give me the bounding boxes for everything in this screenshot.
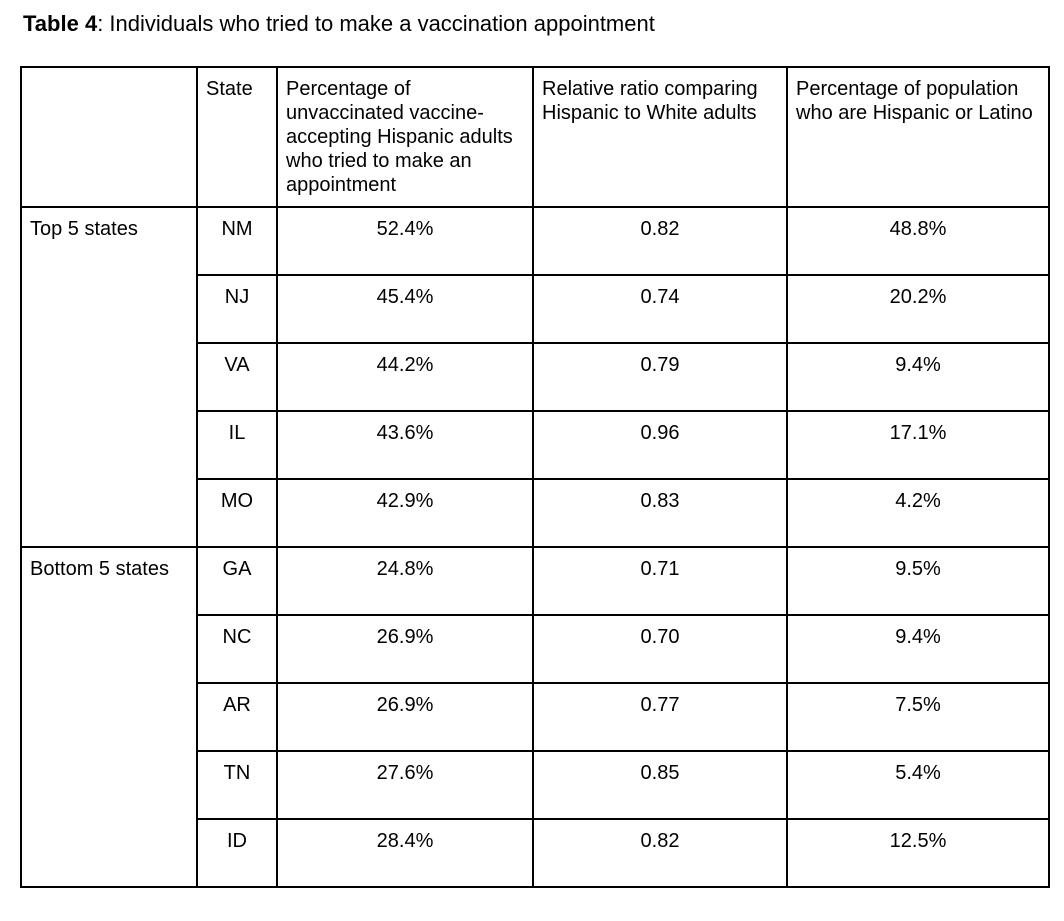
- header-row: State Percentage of unvaccinated vaccine…: [20, 66, 1050, 208]
- table-row: NC 26.9% 0.70 9.4%: [21, 614, 1050, 684]
- table-caption-text: : Individuals who tried to make a vaccin…: [97, 11, 655, 36]
- pct-population-cell: 9.5%: [786, 546, 1050, 616]
- ratio-cell: 0.85: [532, 750, 788, 820]
- ratio-cell: 0.82: [532, 206, 788, 276]
- pct-tried-cell: 44.2%: [276, 342, 534, 412]
- ratio-cell: 0.82: [532, 818, 788, 888]
- pct-population-cell: 20.2%: [786, 274, 1050, 344]
- state-cell: AR: [196, 682, 278, 752]
- state-cell: TN: [196, 750, 278, 820]
- table-row: TN 27.6% 0.85 5.4%: [21, 750, 1050, 820]
- table-row: Top 5 states NM 52.4% 0.82 48.8%: [20, 206, 1050, 548]
- ratio-cell: 0.71: [532, 546, 788, 616]
- group-label-top5: Top 5 states: [20, 206, 198, 548]
- ratio-cell: 0.96: [532, 410, 788, 480]
- state-cell: NC: [196, 614, 278, 684]
- pct-population-cell: 9.4%: [786, 342, 1050, 412]
- pct-tried-cell: 52.4%: [276, 206, 534, 276]
- ratio-cell: 0.74: [532, 274, 788, 344]
- pct-tried-cell: 26.9%: [276, 614, 534, 684]
- table-row: IL 43.6% 0.96 17.1%: [21, 410, 1050, 480]
- table-row: VA 44.2% 0.79 9.4%: [21, 342, 1050, 412]
- header-relative-ratio: Relative ratio comparing Hispanic to Whi…: [532, 66, 788, 208]
- ratio-cell: 0.79: [532, 342, 788, 412]
- state-cell: IL: [196, 410, 278, 480]
- pct-population-cell: 17.1%: [786, 410, 1050, 480]
- table-caption-number: Table 4: [23, 11, 98, 36]
- header-state: State: [196, 66, 278, 208]
- state-cell: VA: [196, 342, 278, 412]
- pct-population-cell: 4.2%: [786, 478, 1050, 548]
- pct-population-cell: 48.8%: [786, 206, 1050, 276]
- ratio-cell: 0.83: [532, 478, 788, 548]
- state-cell: ID: [196, 818, 278, 888]
- state-cell: NJ: [196, 274, 278, 344]
- pct-population-cell: 7.5%: [786, 682, 1050, 752]
- table-row: ID 28.4% 0.82 12.5%: [21, 818, 1050, 888]
- vaccination-appointment-table: State Percentage of unvaccinated vaccine…: [20, 66, 1050, 888]
- group-label-bottom5: Bottom 5 states: [20, 546, 198, 888]
- pct-tried-cell: 26.9%: [276, 682, 534, 752]
- table-row: MO 42.9% 0.83 4.2%: [21, 478, 1050, 548]
- table-caption: Table 4: Individuals who tried to make a…: [23, 10, 655, 38]
- pct-tried-cell: 28.4%: [276, 818, 534, 888]
- pct-population-cell: 5.4%: [786, 750, 1050, 820]
- pct-tried-cell: 45.4%: [276, 274, 534, 344]
- header-group-blank: [20, 66, 198, 208]
- pct-population-cell: 9.4%: [786, 614, 1050, 684]
- pct-population-cell: 12.5%: [786, 818, 1050, 888]
- ratio-cell: 0.70: [532, 614, 788, 684]
- header-pct-tried: Percentage of unvaccinated vaccine-accep…: [276, 66, 534, 208]
- header-pct-population: Percentage of population who are Hispani…: [786, 66, 1050, 208]
- state-cell: NM: [196, 206, 278, 276]
- state-cell: GA: [196, 546, 278, 616]
- ratio-cell: 0.77: [532, 682, 788, 752]
- pct-tried-cell: 42.9%: [276, 478, 534, 548]
- table-row: AR 26.9% 0.77 7.5%: [21, 682, 1050, 752]
- pct-tried-cell: 27.6%: [276, 750, 534, 820]
- pct-tried-cell: 24.8%: [276, 546, 534, 616]
- table-row: NJ 45.4% 0.74 20.2%: [21, 274, 1050, 344]
- state-cell: MO: [196, 478, 278, 548]
- pct-tried-cell: 43.6%: [276, 410, 534, 480]
- table-row: Bottom 5 states GA 24.8% 0.71 9.5%: [20, 546, 1050, 888]
